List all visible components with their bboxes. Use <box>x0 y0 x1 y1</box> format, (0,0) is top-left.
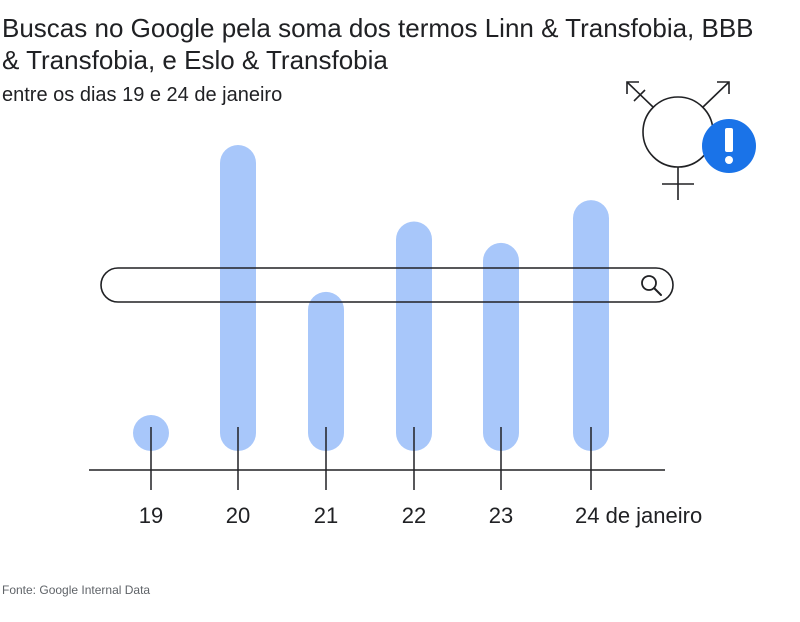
bar-22 <box>396 221 432 451</box>
tick-label: 24 de janeiro <box>575 503 702 528</box>
ticks-layer: 19 20 21 22 23 24 de janeiro <box>139 427 702 528</box>
bar-20 <box>220 145 256 451</box>
search-icon <box>641 275 662 296</box>
chart-title: Buscas no Google pela soma dos termos Li… <box>2 13 754 75</box>
search-bar-outline <box>100 267 674 303</box>
bars-layer <box>133 145 609 451</box>
bar-24 <box>573 200 609 451</box>
tick-label: 23 <box>489 503 513 528</box>
tick-label: 19 <box>139 503 163 528</box>
tick-label: 20 <box>226 503 250 528</box>
source-note: Fonte: Google Internal Data <box>2 583 151 597</box>
tick-label: 22 <box>402 503 426 528</box>
chart-subtitle: entre os dias 19 e 24 de janeiro <box>2 84 283 106</box>
bar-23 <box>483 242 519 451</box>
tick-label: 21 <box>314 503 338 528</box>
exclamation-icon <box>702 119 756 173</box>
search-bar-illustration <box>100 267 674 303</box>
bar-21 <box>308 291 344 451</box>
